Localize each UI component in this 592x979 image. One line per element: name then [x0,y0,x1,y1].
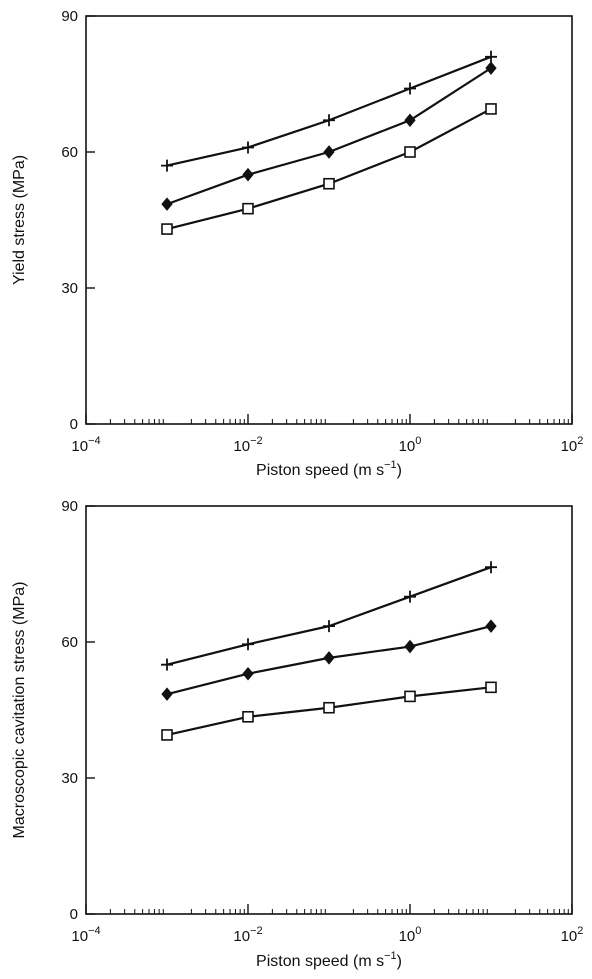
open-square-marker [323,701,335,714]
open-square-marker [242,710,254,723]
y-tick-label: 90 [61,8,78,25]
diamond-marker [323,651,335,665]
plus-marker [404,590,416,603]
x-tick-exponent: −4 [88,435,101,447]
plot-frame [85,15,573,425]
x-tick-exponent: −2 [250,435,263,447]
open-square-marker [323,177,335,190]
y-tick-label: 0 [70,416,78,433]
x-tick-base: 10 [399,438,416,455]
x-tick-exponent: 2 [577,435,583,447]
x-axis-label-superscript: −1 [384,950,397,962]
x-tick-label: 10−2 [233,435,262,455]
x-tick-label: 10−4 [71,435,100,455]
x-tick-label: 10−4 [71,925,100,945]
y-tick-label: 0 [70,906,78,923]
open-square-marker [485,681,497,694]
x-axis-label-text: Piston speed (m s [256,462,384,479]
open-square-marker [404,146,416,158]
y-tick-label: 30 [61,770,78,787]
plus-marker [323,620,335,633]
diamond-marker [404,113,416,128]
x-tick-exponent: 2 [577,925,583,937]
open-square-marker [161,729,173,741]
y-tick-label: 90 [61,498,78,515]
x-tick-exponent: 0 [415,435,421,447]
x-tick-base: 10 [71,928,88,945]
x-tick-base: 10 [399,928,416,945]
open-square-marker [485,103,497,115]
x-axis-label-superscript: −1 [384,459,397,471]
x-tick-label: 102 [561,435,584,455]
y-axis-label: Macroscopic cavitation stress (MPa) [11,582,28,839]
x-tick-exponent: −4 [88,925,101,937]
plus-marker [485,50,497,63]
y-tick-label: 60 [61,634,78,651]
diamond-marker [404,639,416,654]
plus-marker [485,561,497,574]
series-line-plus [166,566,492,666]
diamond-marker [485,61,497,75]
plus-marker [404,82,416,95]
x-axis-label: Piston speed (m s−1) [256,459,402,479]
x-tick-base: 10 [561,928,578,945]
diamond-marker [323,145,335,159]
plus-marker [242,638,254,651]
diamond-marker [242,167,254,182]
x-axis-label-close: ) [397,462,402,479]
x-tick-exponent: 0 [415,925,421,937]
x-tick-label: 100 [399,435,422,455]
diamond-marker [161,687,173,701]
plot-frame [85,505,573,915]
plus-marker [323,114,335,127]
series-line-open-square [166,107,492,231]
x-tick-exponent: −2 [250,925,263,937]
x-tick-base: 10 [233,928,250,945]
plus-marker [161,658,173,671]
x-tick-base: 10 [561,438,578,455]
y-tick-label: 30 [61,280,78,297]
x-tick-label: 10−2 [233,925,262,945]
x-axis-label-text: Piston speed (m s [256,953,384,970]
plus-marker [242,141,254,154]
x-tick-label: 102 [561,925,584,945]
y-axis-label: Yield stress (MPa) [11,155,28,285]
x-axis-label-close: ) [397,953,402,970]
plus-marker [161,159,173,172]
diamond-marker [161,197,173,211]
x-tick-label: 100 [399,925,422,945]
diamond-marker [242,666,254,681]
open-square-marker [404,690,416,703]
diamond-marker [485,619,497,633]
x-tick-base: 10 [233,438,250,455]
x-axis-label: Piston speed (m s−1) [256,950,402,970]
open-square-marker [161,223,173,235]
x-tick-base: 10 [71,438,88,455]
y-tick-label: 60 [61,144,78,161]
open-square-marker [242,202,254,215]
